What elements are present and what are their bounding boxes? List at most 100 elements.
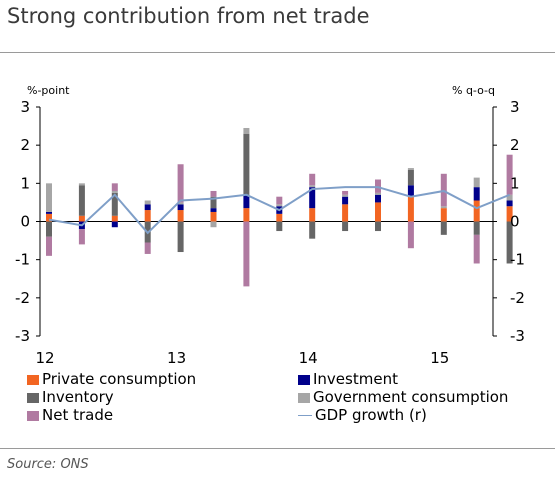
- bar-net-trade: [46, 236, 52, 256]
- right-tick-label: 1: [510, 174, 520, 192]
- bar-private-consumption: [342, 204, 349, 222]
- bar-net-trade: [342, 190, 349, 195]
- bar-inventory: [243, 133, 250, 195]
- bar-government-consumption: [506, 194, 513, 201]
- left-tick-label: -3: [15, 327, 30, 345]
- legend-item-government-consumption: Government consumption: [298, 388, 508, 406]
- bar-government-consumption: [46, 183, 52, 212]
- chart-title: Strong contribution from net trade: [7, 4, 370, 28]
- bar-investment: [407, 185, 414, 197]
- legend-label: Net trade: [42, 406, 114, 424]
- bar-government-consumption: [78, 183, 85, 186]
- right-axis-unit-label: % q-o-q: [452, 84, 495, 97]
- left-tick-label: -1: [15, 251, 30, 269]
- legend-item-investment: Investment: [298, 370, 398, 388]
- bar-private-consumption: [210, 211, 217, 222]
- bar-inventory: [210, 196, 217, 209]
- bar-private-consumption: [440, 208, 447, 222]
- bar-net-trade: [177, 164, 184, 203]
- bar-government-consumption: [309, 185, 316, 188]
- bar-private-consumption: [177, 210, 184, 222]
- bar-private-consumption: [407, 196, 414, 222]
- bar-inventory: [506, 221, 513, 264]
- bar-investment: [342, 196, 349, 205]
- title-divider: [0, 52, 555, 53]
- bar-net-trade: [111, 183, 118, 191]
- bar-net-trade: [243, 221, 250, 287]
- bar-government-consumption: [144, 200, 151, 205]
- bar-government-consumption: [407, 168, 414, 170]
- chart-bars: [46, 127, 513, 287]
- left-axis-unit-label: %-point: [27, 84, 70, 97]
- right-tick-label: -2: [510, 289, 525, 307]
- bar-inventory: [407, 169, 414, 186]
- legend-swatch: [27, 410, 39, 421]
- bar-investment: [375, 194, 381, 203]
- right-tick-label: -3: [510, 327, 525, 345]
- bar-net-trade: [473, 234, 480, 264]
- gdp-line-layer: [48, 186, 510, 235]
- bar-investment: [309, 187, 316, 209]
- left-tick-label: 3: [20, 98, 30, 116]
- left-tick-label: 1: [20, 174, 30, 192]
- bar-government-consumption: [375, 192, 381, 195]
- legend-item-private-consumption: Private consumption: [27, 370, 196, 388]
- bar-government-consumption: [111, 190, 118, 193]
- bar-private-consumption: [111, 215, 118, 222]
- bar-government-consumption: [243, 127, 250, 134]
- x-tick-label: 15: [430, 349, 449, 367]
- x-tick-label: 14: [299, 349, 318, 367]
- bar-private-consumption: [375, 202, 381, 222]
- bar-private-consumption: [46, 213, 52, 222]
- bar-net-trade: [144, 242, 151, 254]
- bar-private-consumption: [309, 208, 316, 222]
- bar-private-consumption: [506, 206, 513, 222]
- legend-label: GDP growth (r): [315, 406, 427, 424]
- legend-swatch: [27, 374, 39, 385]
- bar-inventory: [473, 221, 480, 235]
- legend-item-inventory: Inventory: [27, 388, 114, 406]
- bar-inventory: [46, 221, 52, 237]
- bar-inventory: [111, 192, 118, 216]
- legend-item-gdp-growth-r: GDP growth (r): [298, 406, 427, 424]
- right-tick-label: -1: [510, 251, 525, 269]
- source-note: Source: ONS: [7, 457, 89, 472]
- legend-swatch: [298, 415, 312, 416]
- bar-investment: [144, 204, 151, 211]
- right-tick-label: 3: [510, 98, 520, 116]
- chart-axes: [36, 106, 497, 337]
- left-tick-label: 2: [20, 136, 30, 154]
- legend-swatch: [27, 392, 39, 403]
- bar-inventory: [78, 185, 85, 216]
- source-divider: [0, 448, 555, 449]
- bar-government-consumption: [440, 206, 447, 209]
- bar-private-consumption: [473, 200, 480, 222]
- bar-investment: [506, 200, 513, 207]
- bar-inventory: [309, 221, 316, 239]
- legend-label: Private consumption: [42, 370, 197, 388]
- right-tick-label: 0: [510, 213, 520, 231]
- bar-inventory: [440, 221, 447, 235]
- bar-government-consumption: [276, 204, 283, 207]
- bar-government-consumption: [210, 221, 217, 228]
- bar-government-consumption: [473, 177, 480, 188]
- bar-net-trade: [78, 229, 85, 245]
- bar-investment: [111, 221, 118, 228]
- bar-government-consumption: [342, 194, 349, 197]
- bar-inventory: [342, 221, 349, 232]
- legend-item-net-trade: Net trade: [27, 406, 113, 424]
- x-tick-label: 12: [35, 349, 54, 367]
- left-tick-label: -2: [15, 289, 30, 307]
- bar-investment: [473, 187, 480, 201]
- bar-net-trade: [276, 196, 283, 205]
- bar-net-trade: [309, 173, 316, 186]
- bar-investment: [243, 194, 250, 209]
- bar-private-consumption: [243, 208, 250, 222]
- left-tick-label: 0: [20, 213, 30, 231]
- bar-net-trade: [407, 221, 414, 249]
- legend-label: Inventory: [42, 388, 114, 406]
- right-tick-label: 2: [510, 136, 520, 154]
- bar-private-consumption: [276, 213, 283, 222]
